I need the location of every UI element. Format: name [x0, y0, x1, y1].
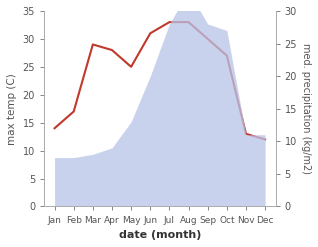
- X-axis label: date (month): date (month): [119, 230, 201, 240]
- Y-axis label: med. precipitation (kg/m2): med. precipitation (kg/m2): [301, 43, 311, 174]
- Y-axis label: max temp (C): max temp (C): [7, 73, 17, 144]
